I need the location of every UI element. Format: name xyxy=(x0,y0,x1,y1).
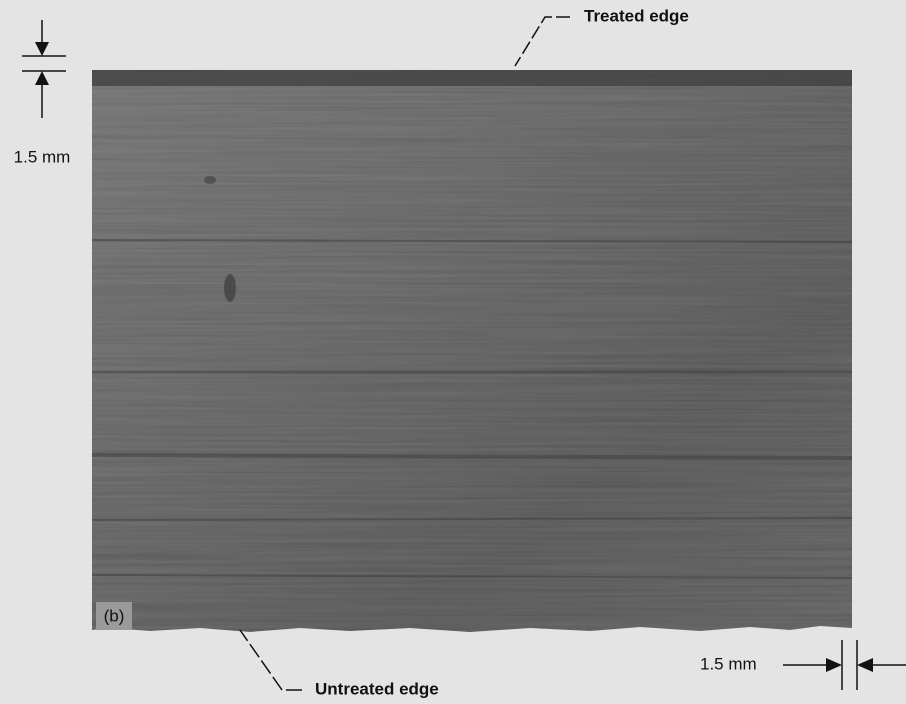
micrograph xyxy=(92,70,852,632)
untreated-edge-label: Untreated edge xyxy=(315,679,439,698)
left-dimension-label: 1.5 mm xyxy=(14,147,71,166)
right-dimension xyxy=(783,640,906,690)
page: (b) Treated edge Untreated edge 1.5 mm 1… xyxy=(0,0,906,704)
treated-edge-label: Treated edge xyxy=(584,6,689,25)
figure: (b) Treated edge Untreated edge 1.5 mm 1… xyxy=(0,0,906,704)
panel-label: (b) xyxy=(104,606,125,625)
untreated-edge-leader xyxy=(240,630,302,690)
right-dimension-label: 1.5 mm xyxy=(700,654,757,673)
treated-edge-leader xyxy=(515,17,570,66)
left-dimension xyxy=(22,20,66,118)
